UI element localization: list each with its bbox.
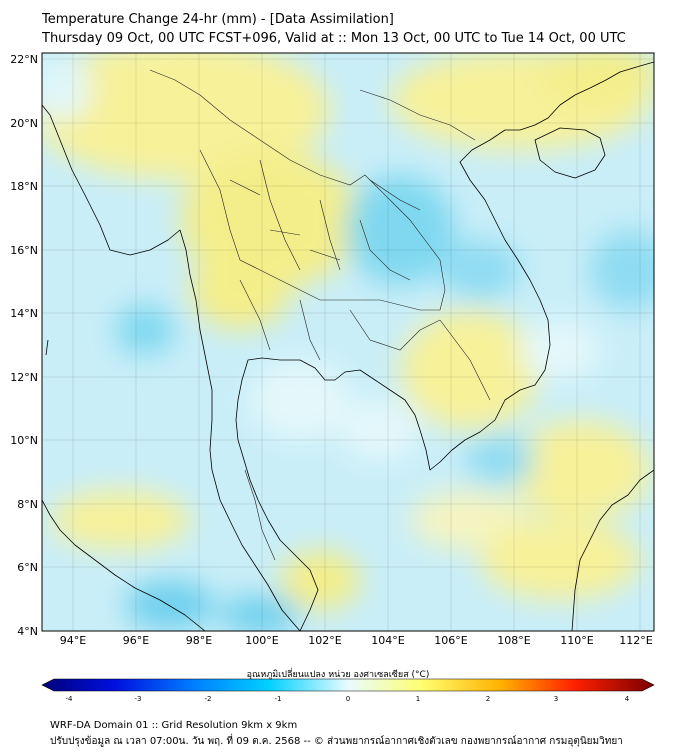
lat-label: 4°N: [17, 625, 38, 638]
colorbar-tick: -1: [275, 695, 282, 703]
lon-label: 102°E: [308, 634, 341, 647]
graticule: [42, 53, 654, 631]
lon-label: 96°E: [123, 634, 149, 647]
colorbar-tick: 3: [554, 695, 558, 703]
footer-update-info: ปรับปรุงข้อมูล ณ เวลา 07:00น. วัน พฤ. ที…: [50, 736, 623, 747]
borders: [149, 69, 491, 561]
lat-label: 6°N: [17, 561, 38, 574]
lon-label: 112°E: [619, 634, 652, 647]
map-subtitle: Thursday 09 Oct, 00 UTC FCST+096, Valid …: [42, 31, 626, 46]
lon-label: 106°E: [434, 634, 467, 647]
colorbar-tick: 0: [346, 695, 350, 703]
colorbar-tick: -4: [66, 695, 74, 703]
latitude-labels: 22°N 20°N 18°N 16°N 14°N 12°N 10°N 8°N 6…: [10, 53, 38, 638]
footer-domain-info: WRF-DA Domain 01 :: Grid Resolution 9km …: [50, 720, 298, 731]
lon-label: 94°E: [60, 634, 86, 647]
lat-label: 16°N: [10, 244, 38, 257]
colorbar-tick: 4: [625, 695, 630, 703]
colorbar-tick: 2: [486, 695, 490, 703]
colorbar-title: อุณหภูมิเปลี่ยนแปลง หน่วย องศาเซลเซียส (…: [246, 670, 430, 680]
lon-label: 104°E: [371, 634, 404, 647]
lat-label: 10°N: [10, 434, 38, 447]
plot-frame: [41, 52, 655, 632]
coastlines: [42, 61, 654, 631]
lon-label: 98°E: [186, 634, 212, 647]
lat-label: 12°N: [10, 371, 38, 384]
lat-label: 20°N: [10, 117, 38, 130]
lon-label: 108°E: [497, 634, 530, 647]
lon-label: 110°E: [560, 634, 593, 647]
colorbar: -4 -3 -2 -1 0 1 2 3 4: [41, 678, 655, 703]
lat-label: 22°N: [10, 53, 38, 66]
colorbar-scale: [41, 678, 655, 692]
temperature-field: [42, 53, 654, 631]
lat-label: 14°N: [10, 307, 38, 320]
lon-label: 100°E: [245, 634, 278, 647]
map-title: Temperature Change 24-hr (mm) - [Data As…: [42, 12, 394, 27]
colorbar-tick: -2: [205, 695, 212, 703]
colorbar-tick: -3: [135, 695, 142, 703]
lat-label: 8°N: [17, 498, 38, 511]
colorbar-ticks: -4 -3 -2 -1 0 1 2 3 4: [66, 695, 630, 703]
lat-label: 18°N: [10, 180, 38, 193]
longitude-labels: 94°E 96°E 98°E 100°E 102°E 104°E 106°E 1…: [60, 634, 653, 647]
colorbar-tick: 1: [416, 695, 420, 703]
